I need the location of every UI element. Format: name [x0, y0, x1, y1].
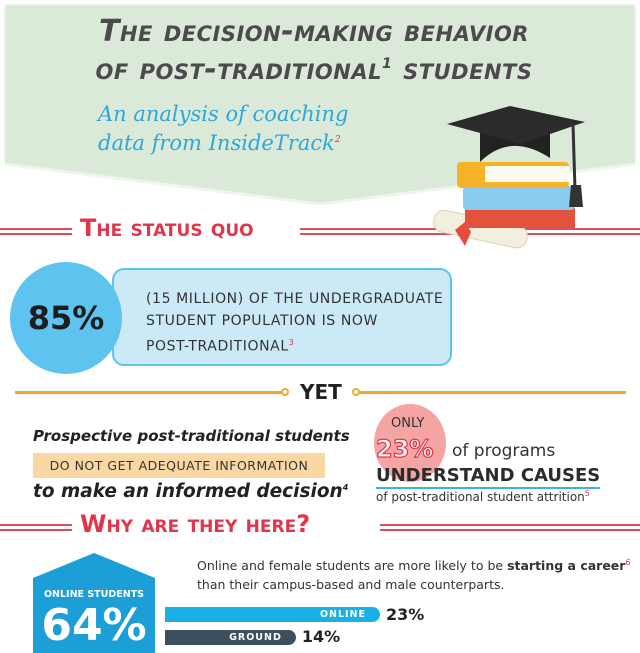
footnote-ref: 5	[584, 489, 590, 498]
section-heading-why: Why are they here?	[80, 510, 311, 538]
attrition-text: of post-traditional student attrition5	[376, 489, 590, 504]
only-label: ONLY	[391, 416, 425, 431]
stat-circle	[374, 404, 446, 482]
why-line2: than their campus-based and male counter…	[197, 577, 505, 593]
header-divider-right	[380, 524, 640, 531]
stat-85-percent: 85%	[10, 262, 122, 374]
status-text: POST-TRADITIONAL	[146, 338, 289, 355]
footnote-ref: 1	[381, 56, 393, 72]
footnote-ref: 3	[288, 338, 295, 347]
footnote-ref: 6	[625, 558, 631, 567]
subtitle-text: data from InsideTrack	[98, 131, 335, 155]
page-title-line1: The decision-making behavior	[99, 14, 529, 49]
why-text: Online and female students are more like…	[197, 558, 508, 574]
divider-dot	[281, 388, 289, 396]
of-programs-text: of programs	[452, 441, 556, 461]
title-text-end: students	[392, 52, 533, 87]
status-text-line2: STUDENT POPULATION IS NOW	[146, 313, 378, 329]
why-bold: starting a career	[507, 558, 626, 574]
yet-divider-left	[15, 391, 285, 394]
understand-causes-text: UNDERSTAND CAUSES	[376, 465, 601, 489]
status-quo-box: (15 MILLION) OF THE UNDERGRADUATE STUDEN…	[112, 268, 452, 366]
status-text-line1: (15 MILLION) OF THE UNDERGRADUATE	[146, 291, 444, 307]
why-line1: Online and female students are more like…	[197, 553, 631, 575]
page-title-line2: of post-traditional1 students	[0, 52, 628, 87]
attrition-label: of post-traditional student attrition	[376, 490, 585, 504]
title-text: of post-traditional	[95, 52, 382, 87]
bar-online-value: 23%	[386, 605, 425, 624]
footnote-ref: 4	[342, 482, 349, 492]
yet-divider-right	[358, 391, 626, 394]
yet-label: YET	[300, 380, 342, 404]
section-heading-status-quo: The status quo	[80, 214, 254, 242]
bar-ground-value: 14%	[301, 627, 341, 646]
subtitle-line2: data from InsideTrack2	[98, 126, 341, 157]
header-divider-left	[0, 524, 72, 531]
stat-23-percent: 23%	[375, 434, 434, 463]
info-line3: to make an informed decision4	[33, 481, 348, 502]
info-line1: Prospective post-traditional students	[33, 427, 350, 445]
status-text-line3: POST-TRADITIONAL3	[146, 332, 450, 358]
hex-label: ONLINE STUDENTS	[43, 589, 145, 600]
hex-value: 64%	[41, 600, 147, 651]
bar-online: ONLINE	[165, 607, 380, 622]
online-students-hexagon	[33, 553, 155, 653]
bar-ground: GROUND	[165, 630, 296, 645]
header-divider-left	[0, 228, 72, 235]
subtitle-line1: An analysis of coaching	[98, 102, 349, 126]
why-description: Online and female students are more like…	[197, 553, 631, 594]
info-text: to make an informed decision	[33, 481, 343, 502]
graduation-cap-books-icon	[433, 106, 585, 249]
footnote-ref: 2	[334, 135, 341, 145]
info-highlight: DO NOT GET ADEQUATE INFORMATION	[33, 453, 325, 478]
